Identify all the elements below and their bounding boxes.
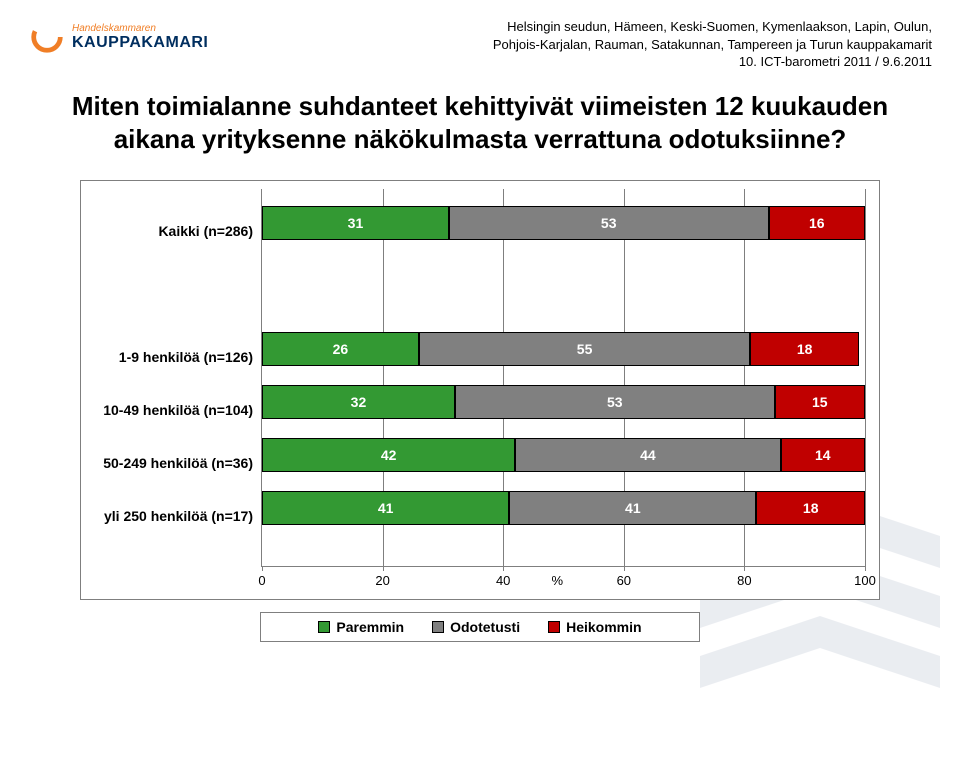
- chart-title: Miten toimialanne suhdanteet kehittyivät…: [40, 90, 920, 155]
- bar-value: 18: [797, 341, 813, 357]
- bar-value: 53: [601, 215, 617, 231]
- legend-swatch: [548, 621, 560, 633]
- bar-value: 55: [577, 341, 593, 357]
- bar-row: 26 55 18: [262, 332, 865, 366]
- bar-segment: 55: [419, 332, 751, 366]
- chart: Kaikki (n=286) 1-9 henkilöä (n=126) 10-49 …: [80, 180, 880, 600]
- x-tick-label: 100: [854, 573, 876, 588]
- category-label: 10-49 henkilöä (n=104): [103, 402, 253, 418]
- legend-swatch: [318, 621, 330, 633]
- header-line1: Helsingin seudun, Hämeen, Keski-Suomen, …: [493, 18, 932, 36]
- bar-value: 18: [803, 500, 819, 516]
- legend-swatch: [432, 621, 444, 633]
- bar-segment: 53: [449, 206, 769, 240]
- x-tick-label: 60: [617, 573, 631, 588]
- category-labels: Kaikki (n=286) 1-9 henkilöä (n=126) 10-49 …: [81, 189, 261, 567]
- bar-row: 42 44 14: [262, 438, 865, 472]
- bar-value: 53: [607, 394, 623, 410]
- tick-mark: [383, 566, 384, 571]
- bar-value: 31: [348, 215, 364, 231]
- bar-row: 41 41 18: [262, 491, 865, 525]
- category-label: Kaikki (n=286): [158, 223, 253, 239]
- bar-row: 31 53 16: [262, 206, 865, 240]
- bar-value: 42: [381, 447, 397, 463]
- bar-segment: 41: [509, 491, 756, 525]
- logo-top: Handelskammaren: [72, 23, 208, 34]
- legend-label: Paremmin: [336, 619, 404, 635]
- tick-mark: [262, 566, 263, 571]
- bar-segment: 26: [262, 332, 419, 366]
- header-text: Helsingin seudun, Hämeen, Keski-Suomen, …: [493, 18, 932, 71]
- bar-value: 14: [815, 447, 831, 463]
- bar-value: 41: [378, 500, 394, 516]
- bar-segment: 44: [515, 438, 780, 472]
- bar-segment: 18: [750, 332, 859, 366]
- legend-label: Odotetusti: [450, 619, 520, 635]
- category-label: 1-9 henkilöä (n=126): [119, 349, 253, 365]
- legend: Paremmin Odotetusti Heikommin: [260, 612, 700, 642]
- bar-value: 15: [812, 394, 828, 410]
- bar-segment: 31: [262, 206, 449, 240]
- bar-value: 44: [640, 447, 656, 463]
- category-label: 50-249 henkilöä (n=36): [103, 455, 253, 471]
- legend-item-heikommin: Heikommin: [548, 619, 641, 635]
- x-axis-label: %: [551, 573, 563, 588]
- tick-mark: [624, 566, 625, 571]
- bar-segment: 15: [775, 385, 865, 419]
- x-tick-label: 20: [375, 573, 389, 588]
- bar-segment: 41: [262, 491, 509, 525]
- tick-mark: [865, 566, 866, 571]
- x-tick-label: 80: [737, 573, 751, 588]
- bar-segment: 53: [455, 385, 775, 419]
- bar-segment: 42: [262, 438, 515, 472]
- tick-mark: [744, 566, 745, 571]
- bar-value: 26: [333, 341, 349, 357]
- plot-area: 315316265518325315424414414118 % 0204060…: [261, 189, 865, 567]
- header-line2: Pohjois-Karjalan, Rauman, Satakunnan, Ta…: [493, 36, 932, 54]
- bar-segment: 16: [769, 206, 865, 240]
- gridline: [865, 189, 866, 566]
- logo: Handelskammaren KAUPPAKAMARI: [28, 18, 208, 56]
- bar-segment: 32: [262, 385, 455, 419]
- bar-value: 41: [625, 500, 641, 516]
- x-tick-label: 0: [258, 573, 265, 588]
- header-line3: 10. ICT-barometri 2011 / 9.6.2011: [493, 53, 932, 71]
- bar-row: 32 53 15: [262, 385, 865, 419]
- plot-inner: 31 53 16 26 55 18 32 53 15 42 44 14 41 41 18: [262, 189, 865, 566]
- bar-value: 32: [351, 394, 367, 410]
- tick-mark: [503, 566, 504, 571]
- legend-label: Heikommin: [566, 619, 641, 635]
- bar-segment: 14: [781, 438, 865, 472]
- bar-segment: 18: [756, 491, 865, 525]
- legend-item-odotetusti: Odotetusti: [432, 619, 520, 635]
- category-label: yli 250 henkilöä (n=17): [104, 508, 253, 524]
- bar-value: 16: [809, 215, 825, 231]
- logo-main: KAUPPAKAMARI: [72, 34, 208, 52]
- legend-item-paremmin: Paremmin: [318, 619, 404, 635]
- x-tick-label: 40: [496, 573, 510, 588]
